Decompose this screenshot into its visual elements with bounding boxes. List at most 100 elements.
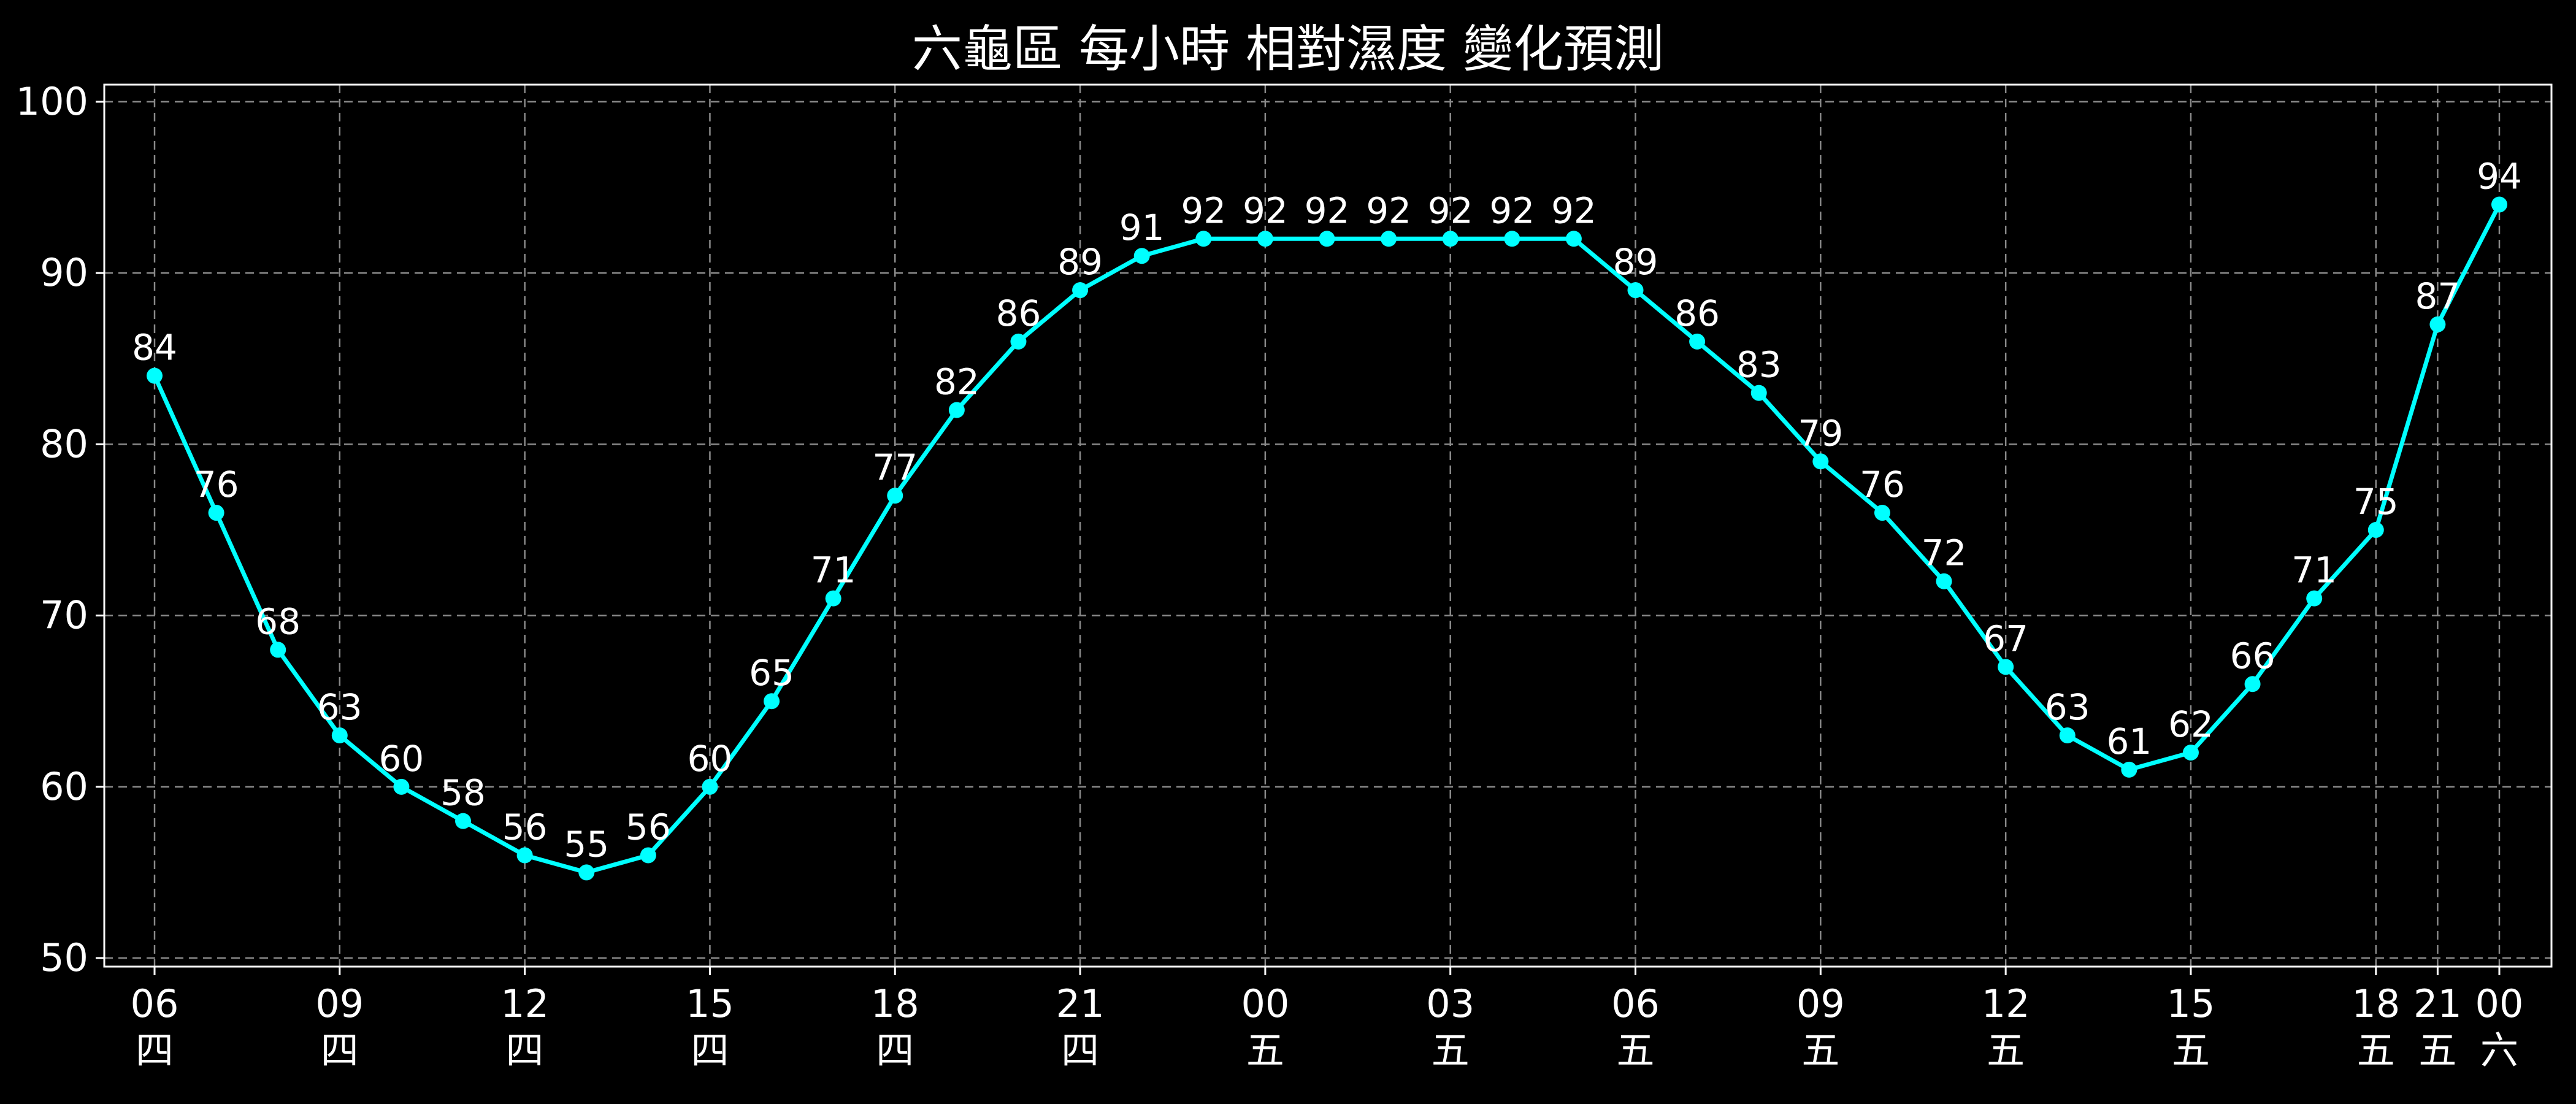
x-tick-day-label: 四 (136, 1028, 174, 1073)
x-tick-day-label: 四 (321, 1028, 359, 1073)
data-point (1750, 385, 1767, 401)
data-point (1133, 248, 1150, 264)
x-tick-hour-label: 15 (2167, 981, 2215, 1026)
x-tick-hour-label: 00 (1241, 981, 1289, 1026)
x-tick-day-label: 五 (1617, 1028, 1655, 1073)
x-tick-day-label: 四 (506, 1028, 544, 1073)
x-tick-hour-label: 12 (1982, 981, 2030, 1026)
x-tick-hour-label: 21 (1056, 981, 1105, 1026)
data-point (948, 402, 965, 418)
data-point (1195, 231, 1212, 247)
y-axis-ticks: 50 60 70 80 90 100 (16, 79, 104, 980)
data-point (702, 778, 718, 795)
y-tick-label: 80 (40, 421, 88, 466)
data-label: 92 (1181, 190, 1226, 231)
data-point (2491, 196, 2507, 213)
series-humidity: 84 76 68 63 60 58 56 55 56 60 65 71 77 82 86 89 91 92 92 92… (132, 155, 2522, 881)
x-axis-ticks: 06四09四12四15四18四21四00五03五06五09五12五15五18五2… (131, 967, 2524, 1073)
data-label: 62 (2168, 703, 2214, 745)
data-point (1072, 282, 1089, 299)
data-point (2059, 727, 2076, 744)
data-point (1936, 573, 1952, 589)
data-point (208, 505, 224, 521)
data-point (2367, 521, 2384, 538)
data-label: 91 (1119, 207, 1165, 248)
data-label: 71 (2291, 550, 2337, 591)
data-point (1442, 231, 1459, 247)
data-point (1565, 231, 1582, 247)
data-point (393, 778, 410, 795)
data-point (1874, 505, 1890, 521)
data-label: 71 (811, 550, 856, 591)
x-tick-hour-label: 21 (2413, 981, 2462, 1026)
plot-area-frame (103, 83, 2553, 968)
data-point (764, 693, 780, 710)
data-label: 94 (2477, 155, 2522, 197)
data-label: 86 (1674, 293, 1720, 334)
data-point (1998, 659, 2014, 675)
data-label: 79 (1798, 412, 1843, 454)
y-tick-label: 70 (40, 593, 88, 638)
x-tick-hour-label: 18 (2352, 981, 2400, 1026)
data-label: 92 (1305, 190, 1350, 231)
x-tick-day-label: 五 (1432, 1028, 1470, 1073)
x-tick-hour-label: 12 (500, 981, 549, 1026)
x-tick-hour-label: 09 (315, 981, 364, 1026)
data-label: 58 (440, 772, 486, 814)
data-label: 92 (1366, 190, 1411, 231)
data-label: 63 (2045, 686, 2090, 728)
x-tick-hour-label: 09 (1796, 981, 1845, 1026)
data-label: 61 (2106, 721, 2152, 762)
data-label: 77 (872, 447, 918, 488)
data-point (640, 847, 656, 864)
y-tick-label: 100 (16, 79, 88, 124)
data-label: 60 (379, 738, 424, 780)
x-tick-hour-label: 06 (131, 981, 179, 1026)
x-tick-hour-label: 18 (871, 981, 919, 1026)
data-label: 56 (626, 807, 671, 848)
data-label: 92 (1243, 190, 1288, 231)
data-point (887, 488, 903, 504)
data-label: 68 (255, 600, 301, 642)
x-tick-day-label: 四 (1061, 1028, 1099, 1073)
data-point (825, 590, 841, 607)
x-tick-day-label: 六 (2480, 1028, 2518, 1073)
data-point (455, 813, 472, 829)
data-label: 87 (2415, 275, 2460, 317)
data-label: 55 (564, 823, 609, 865)
data-point (1627, 282, 1644, 299)
data-point (2121, 761, 2137, 778)
data-point (1257, 231, 1273, 247)
data-label: 63 (317, 686, 362, 728)
data-point (1504, 231, 1520, 247)
data-point (147, 367, 163, 384)
grid (104, 85, 2551, 967)
y-tick-label: 60 (40, 764, 88, 809)
data-label: 56 (502, 807, 548, 848)
x-tick-day-label: 四 (691, 1028, 729, 1073)
data-label: 65 (749, 652, 794, 694)
data-point (1812, 453, 1829, 470)
data-label: 83 (1736, 344, 1782, 386)
x-tick-hour-label: 03 (1426, 981, 1474, 1026)
data-label: 89 (1613, 241, 1658, 283)
data-label: 67 (1983, 618, 2028, 659)
data-label: 92 (1489, 190, 1535, 231)
data-point (1010, 333, 1027, 350)
x-tick-hour-label: 00 (2475, 981, 2524, 1026)
data-label: 84 (132, 327, 177, 369)
data-point (516, 847, 533, 864)
x-tick-day-label: 五 (2172, 1028, 2210, 1073)
data-label: 76 (1860, 464, 1905, 505)
x-tick-day-label: 五 (1801, 1028, 1839, 1073)
x-tick-hour-label: 06 (1611, 981, 1660, 1026)
data-label: 75 (2353, 481, 2399, 523)
data-point (1381, 231, 1397, 247)
data-label: 60 (688, 738, 733, 780)
x-tick-day-label: 五 (2418, 1028, 2456, 1073)
data-label: 82 (934, 361, 979, 403)
chart-title: 六龜區 每小時 相對濕度 變化預測 (912, 20, 1664, 79)
data-label: 76 (194, 464, 239, 505)
data-point (331, 727, 348, 744)
